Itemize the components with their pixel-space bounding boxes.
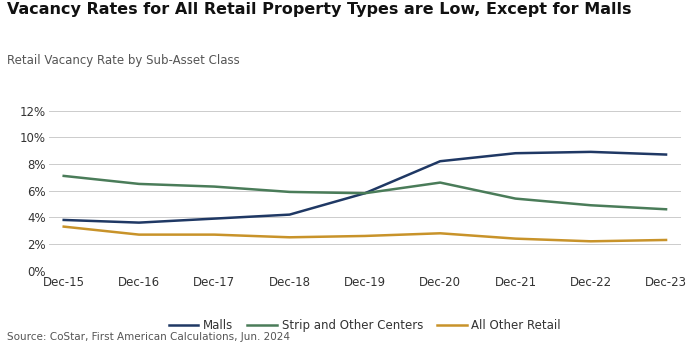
Line: Strip and Other Centers: Strip and Other Centers <box>64 176 666 209</box>
Malls <box>512 151 520 155</box>
Strip and Other Centers <box>361 191 369 195</box>
Malls <box>286 212 294 217</box>
Strip and Other Centers <box>436 180 444 185</box>
All Other Retail <box>60 225 68 229</box>
All Other Retail <box>210 232 218 237</box>
Strip and Other Centers <box>662 207 670 211</box>
Strip and Other Centers <box>210 185 218 189</box>
Malls <box>361 191 369 195</box>
All Other Retail <box>662 238 670 242</box>
Strip and Other Centers <box>587 203 595 208</box>
Text: Retail Vacancy Rate by Sub-Asset Class: Retail Vacancy Rate by Sub-Asset Class <box>7 54 240 67</box>
Strip and Other Centers <box>286 190 294 194</box>
Strip and Other Centers <box>512 196 520 201</box>
All Other Retail <box>512 237 520 241</box>
Malls <box>210 217 218 221</box>
All Other Retail <box>361 234 369 238</box>
Malls <box>436 159 444 163</box>
Malls <box>60 218 68 222</box>
Text: Source: CoStar, First American Calculations, Jun. 2024: Source: CoStar, First American Calculati… <box>7 332 290 342</box>
Legend: Malls, Strip and Other Centers, All Other Retail: Malls, Strip and Other Centers, All Othe… <box>164 315 566 337</box>
Text: Vacancy Rates for All Retail Property Types are Low, Except for Malls: Vacancy Rates for All Retail Property Ty… <box>7 2 632 17</box>
All Other Retail <box>436 231 444 235</box>
Strip and Other Centers <box>135 182 143 186</box>
Strip and Other Centers <box>60 174 68 178</box>
Malls <box>662 152 670 156</box>
Malls <box>587 150 595 154</box>
All Other Retail <box>286 235 294 239</box>
All Other Retail <box>587 239 595 243</box>
Line: Malls: Malls <box>64 152 666 223</box>
All Other Retail <box>135 232 143 237</box>
Line: All Other Retail: All Other Retail <box>64 227 666 241</box>
Malls <box>135 221 143 225</box>
